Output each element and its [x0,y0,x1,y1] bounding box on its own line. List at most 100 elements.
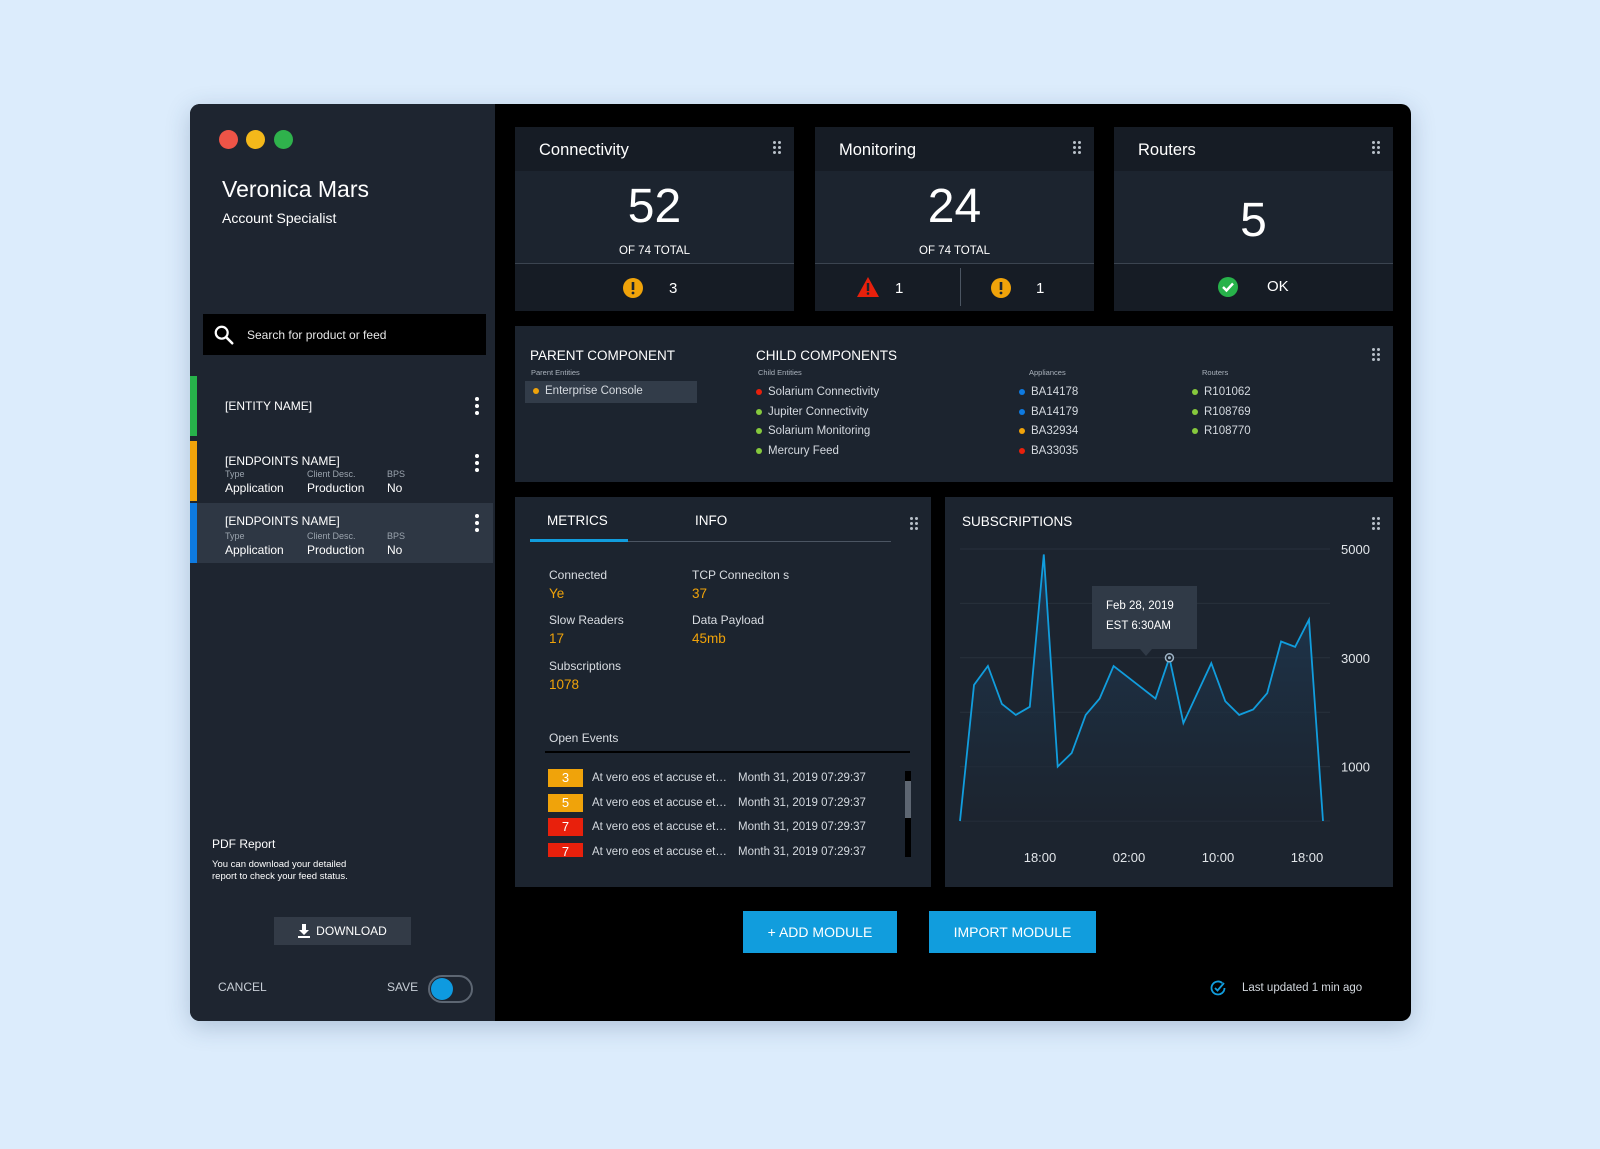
client-value: Production [307,481,365,495]
appliance-item[interactable]: BA32934 [1019,425,1078,437]
event-date: Month 31, 2019 07:29:37 [738,796,866,809]
search-bar[interactable] [203,314,486,355]
appliance-item[interactable]: BA14179 [1019,406,1078,418]
more-options-icon[interactable] [475,514,479,532]
x-tick-label: 02:00 [1113,850,1146,865]
monitoring-card: Monitoring 24 OF 74 TOTAL 1 1 [815,127,1094,311]
events-scrollbar[interactable] [905,771,911,857]
router-item-label: R101062 [1204,386,1251,398]
tcp-value: 37 [692,586,708,601]
drag-handle-icon[interactable] [910,517,918,530]
type-value: Application [225,543,284,557]
appliance-item[interactable]: BA33035 [1019,445,1078,457]
child-entity-item[interactable]: Jupiter Connectivity [756,406,868,418]
router-item-label: R108770 [1204,425,1251,437]
cancel-button[interactable]: CANCEL [218,980,267,994]
child-entity-item-label: Jupiter Connectivity [768,405,869,418]
import-module-button[interactable]: IMPORT MODULE [929,911,1096,953]
status-dot [1192,428,1198,434]
event-text: At vero eos et accuse et justo [592,821,730,833]
active-tab-indicator [530,539,628,542]
event-row[interactable]: 5 At vero eos et accuse et justo Month 31,… [548,793,888,814]
metrics-card: METRICS INFO Connected Ye TCP Conneciton… [515,497,931,887]
alert-triangle-icon [857,277,879,297]
child-entities-label: Child Entities [758,368,802,377]
data-payload-value: 45mb [692,631,726,646]
child-entity-item[interactable]: Solarium Monitoring [756,425,870,437]
drag-handle-icon[interactable] [1372,517,1380,530]
event-text: At vero eos et accuse et justo [592,796,730,809]
card-title: Monitoring [839,141,917,159]
tcp-label: TCP Conneciton s [692,568,790,582]
tooltip-date: Feb 28, 2019 [1106,600,1174,612]
router-item[interactable]: R108769 [1192,406,1251,418]
monitoring-subtitle: OF 74 TOTAL [919,245,990,257]
drag-handle-icon[interactable] [1372,348,1380,361]
maximize-window-button[interactable] [274,130,293,149]
bps-label: BPS [387,469,406,479]
tooltip-pointer [1140,649,1152,656]
y-tick-label: 3000 [1341,651,1370,666]
parent-component-title: PARENT COMPONENT [530,348,676,363]
event-date: Month 31, 2019 07:29:37 [738,772,866,784]
appliance-item[interactable]: BA14178 [1019,386,1078,398]
status-dot [756,447,762,454]
search-input[interactable] [247,327,467,342]
endpoint-item[interactable]: [ENDPOINTS NAME] Type Application Client… [190,441,493,501]
card-title: Routers [1138,141,1196,159]
scrollbar-thumb[interactable] [905,781,911,818]
warning-circle-icon [991,278,1011,298]
highlight-point[interactable] [1164,653,1175,663]
divider [960,268,961,306]
parent-entity-label: Enterprise Console [545,385,643,397]
card-footer: OK [1114,263,1393,311]
parent-entity-item[interactable]: Enterprise Console [525,381,697,403]
tab-metrics[interactable]: METRICS [547,513,608,528]
minimize-window-button[interactable] [246,130,265,149]
y-tick-label: 5000 [1341,542,1370,557]
routers-value: 5 [1240,194,1267,247]
drag-handle-icon[interactable] [1372,141,1380,154]
event-row[interactable]: 3 At vero eos et accuse et justo Month 31,… [548,769,888,789]
warning-count: 1 [1036,280,1045,297]
child-entity-item[interactable]: Mercury Feed [756,445,839,457]
router-item[interactable]: R108770 [1192,425,1251,437]
routers-label: Routers [1202,368,1229,377]
router-item[interactable]: R101062 [1192,386,1251,398]
child-entity-item[interactable]: Solarium Connectivity [756,386,879,398]
subscriptions-card: SUBSCRIPTIONS 5000 3000 1000 18:00 02:00 10:0… [945,497,1393,887]
card-title: Connectivity [539,141,629,159]
status-dot [1019,447,1025,454]
more-options-icon[interactable] [475,397,479,415]
more-options-icon[interactable] [475,454,479,472]
x-tick-label: 10:00 [1202,850,1235,865]
drag-handle-icon[interactable] [1073,141,1081,154]
chart-tooltip: Feb 28, 2019 EST 6:30AM [1092,586,1197,656]
events-list[interactable]: 3 At vero eos et accuse et justo Month 31,… [515,767,931,857]
monitoring-value: 24 [927,180,982,233]
appliances-label: Appliances [1029,368,1066,377]
tab-info[interactable]: INFO [695,513,728,528]
components-card: PARENT COMPONENT Parent Entities Enterpr… [515,326,1393,482]
pdf-report-title: PDF Report [212,837,276,851]
tab-divider [530,541,891,542]
save-toggle[interactable] [428,975,473,1003]
toggle-knob [431,978,453,1000]
subscriptions-chart[interactable]: 5000 3000 1000 18:00 02:00 10:00 18:00 [945,497,1393,887]
download-button[interactable]: DOWNLOAD [274,917,411,945]
events-divider [545,751,910,753]
add-module-button[interactable]: + ADD MODULE [743,911,897,953]
refresh-check-icon[interactable] [1209,979,1227,997]
status-dot [1019,428,1025,434]
endpoint-item-selected[interactable]: [ENDPOINTS NAME] Type Application Client… [190,503,493,563]
appliance-item-label: BA32934 [1031,425,1079,437]
event-row[interactable]: 7 At vero eos et accuse et justo Month 31,… [548,842,888,858]
event-text: At vero eos et accuse et justo [592,845,730,858]
connectivity-subtitle: OF 74 TOTAL [619,245,690,257]
close-window-button[interactable] [219,130,238,149]
entity-item[interactable]: [ENTITY NAME] [190,376,493,436]
slow-readers-label: Slow Readers [549,613,624,627]
appliance-item-label: BA14179 [1031,405,1079,418]
drag-handle-icon[interactable] [773,141,781,154]
event-row[interactable]: 7 At vero eos et accuse et justo Month 31,… [548,818,888,838]
